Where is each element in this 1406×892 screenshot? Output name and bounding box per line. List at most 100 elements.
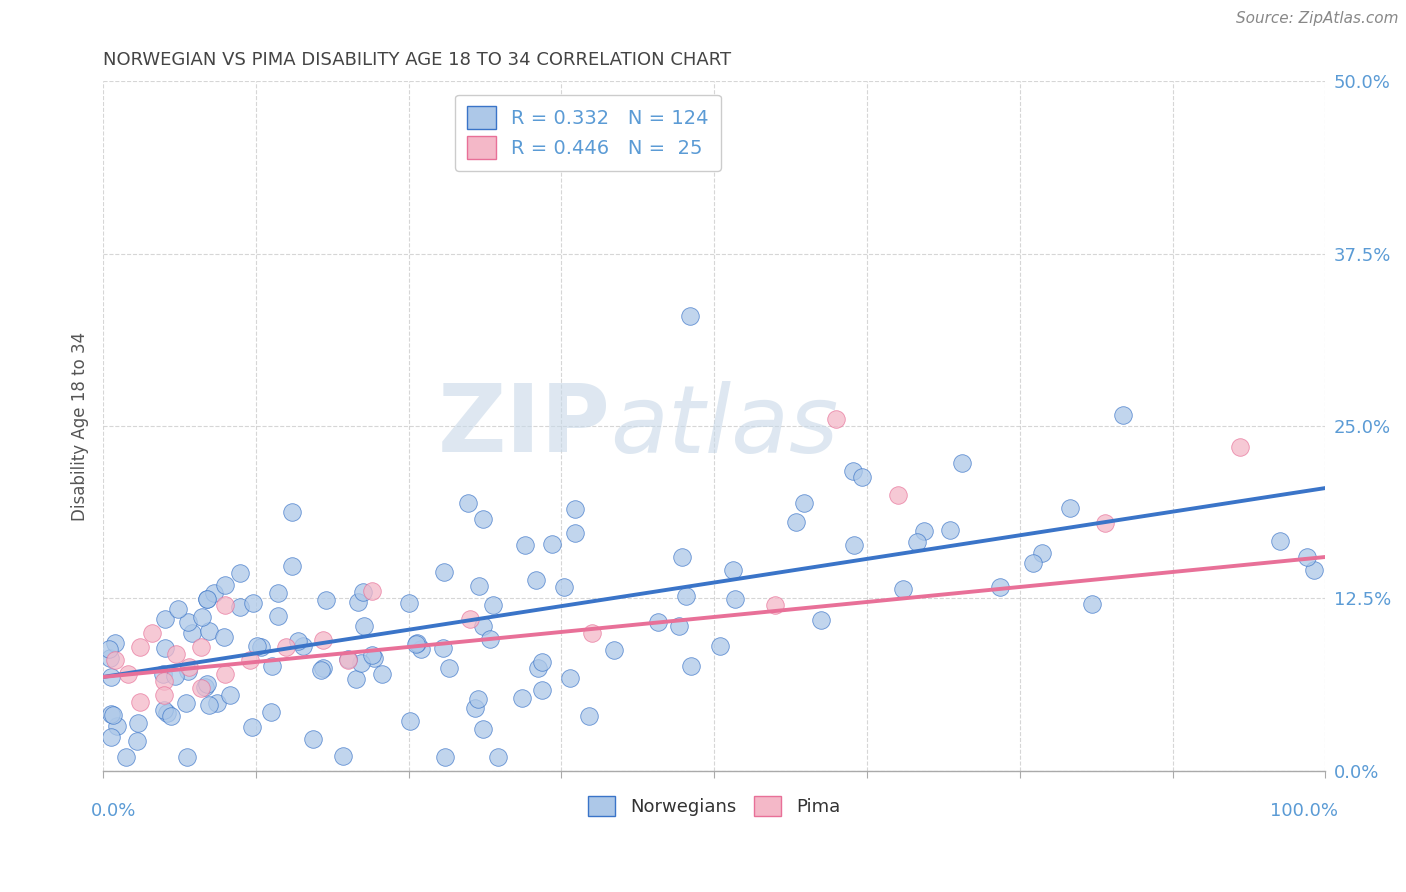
Point [246,639,269,653]
Point [851,470,873,484]
Point [312,661,335,675]
Point [398,597,420,611]
Point [156,706,179,720]
Point [709,640,731,654]
Point [371,666,394,681]
Point [191,609,214,624]
Point [671,549,693,564]
Point [214,599,236,613]
Point [214,578,236,592]
Point [486,750,509,764]
Text: 100.0%: 100.0% [1270,802,1337,820]
Point [810,614,832,628]
Point [1295,550,1317,565]
Point [675,589,697,603]
Point [564,526,586,541]
Point [240,720,263,734]
Point [724,591,747,606]
Text: 0.0%: 0.0% [91,802,136,820]
Point [603,643,626,657]
Point [464,701,486,715]
Point [128,695,150,709]
Point [1270,534,1292,549]
Point [153,688,176,702]
Point [679,309,702,323]
Point [409,642,432,657]
Point [100,730,122,744]
Point [229,599,252,614]
Point [212,630,235,644]
Point [405,636,427,650]
Point [214,667,236,681]
Point [194,680,217,694]
Point [152,703,174,717]
Point [176,750,198,764]
Point [141,625,163,640]
Point [153,612,176,626]
Point [198,698,221,713]
Point [242,596,264,610]
Point [105,719,128,733]
Point [886,488,908,502]
Point [332,749,354,764]
Point [361,648,384,662]
Point [793,496,815,510]
Point [267,586,290,600]
Point [479,632,502,646]
Point [433,565,456,579]
Point [457,495,479,509]
Point [260,706,283,720]
Point [952,456,974,470]
Point [1302,563,1324,577]
Point [647,615,669,629]
Point [239,653,262,667]
Point [510,691,533,706]
Point [681,658,703,673]
Point [434,750,457,764]
Point [125,734,148,748]
Point [578,709,600,723]
Point [195,592,218,607]
Point [841,464,863,478]
Point [276,640,298,654]
Point [302,732,325,747]
Point [205,696,228,710]
Point [353,618,375,632]
Point [153,674,176,689]
Point [763,599,786,613]
Point [912,524,935,538]
Point [553,580,575,594]
Point [527,661,550,675]
Text: atlas: atlas [610,381,838,472]
Point [197,592,219,607]
Point [482,598,505,612]
Point [114,750,136,764]
Point [458,612,481,626]
Point [432,640,454,655]
Point [1094,516,1116,530]
Point [437,661,460,675]
Point [467,579,489,593]
Legend: Norwegians, Pima: Norwegians, Pima [581,789,848,823]
Point [177,660,200,674]
Point [541,537,564,551]
Point [287,633,309,648]
Point [166,647,188,661]
Point [1022,557,1045,571]
Point [101,708,124,723]
Point [312,632,335,647]
Y-axis label: Disability Age 18 to 34: Disability Age 18 to 34 [72,332,89,521]
Point [100,706,122,721]
Point [228,566,250,580]
Point [524,574,547,588]
Point [472,512,495,526]
Point [260,658,283,673]
Point [1059,501,1081,516]
Point [350,657,373,671]
Point [309,663,332,677]
Point [939,523,962,537]
Point [315,593,337,607]
Point [104,653,127,667]
Point [197,676,219,690]
Point [668,619,690,633]
